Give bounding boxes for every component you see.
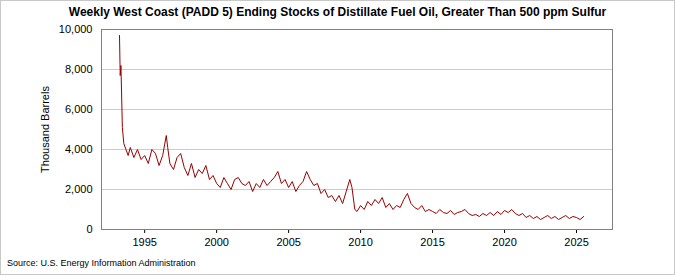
svg-text:2015: 2015 xyxy=(420,236,444,248)
svg-text:2025: 2025 xyxy=(564,236,588,248)
svg-text:8,000: 8,000 xyxy=(65,63,93,75)
svg-text:Thousand Barrels: Thousand Barrels xyxy=(39,86,51,173)
html-text:Source: U.S. Energy Informatio: Source: U.S. Energy Information Administ… xyxy=(7,258,196,268)
svg-text:2,000: 2,000 xyxy=(65,183,93,195)
svg-text:2000: 2000 xyxy=(204,236,228,248)
svg-text:10,000: 10,000 xyxy=(59,23,93,35)
svg-text:2005: 2005 xyxy=(276,236,300,248)
html-text:Weekly West Coast (PADD 5) End: Weekly West Coast (PADD 5) Ending Stocks… xyxy=(68,5,607,19)
svg-text:2020: 2020 xyxy=(492,236,516,248)
svg-text:1995: 1995 xyxy=(132,236,156,248)
svg-text:0: 0 xyxy=(86,223,92,235)
svg-text:4,000: 4,000 xyxy=(65,143,93,155)
svg-text:2010: 2010 xyxy=(348,236,372,248)
svg-text:6,000: 6,000 xyxy=(65,103,93,115)
